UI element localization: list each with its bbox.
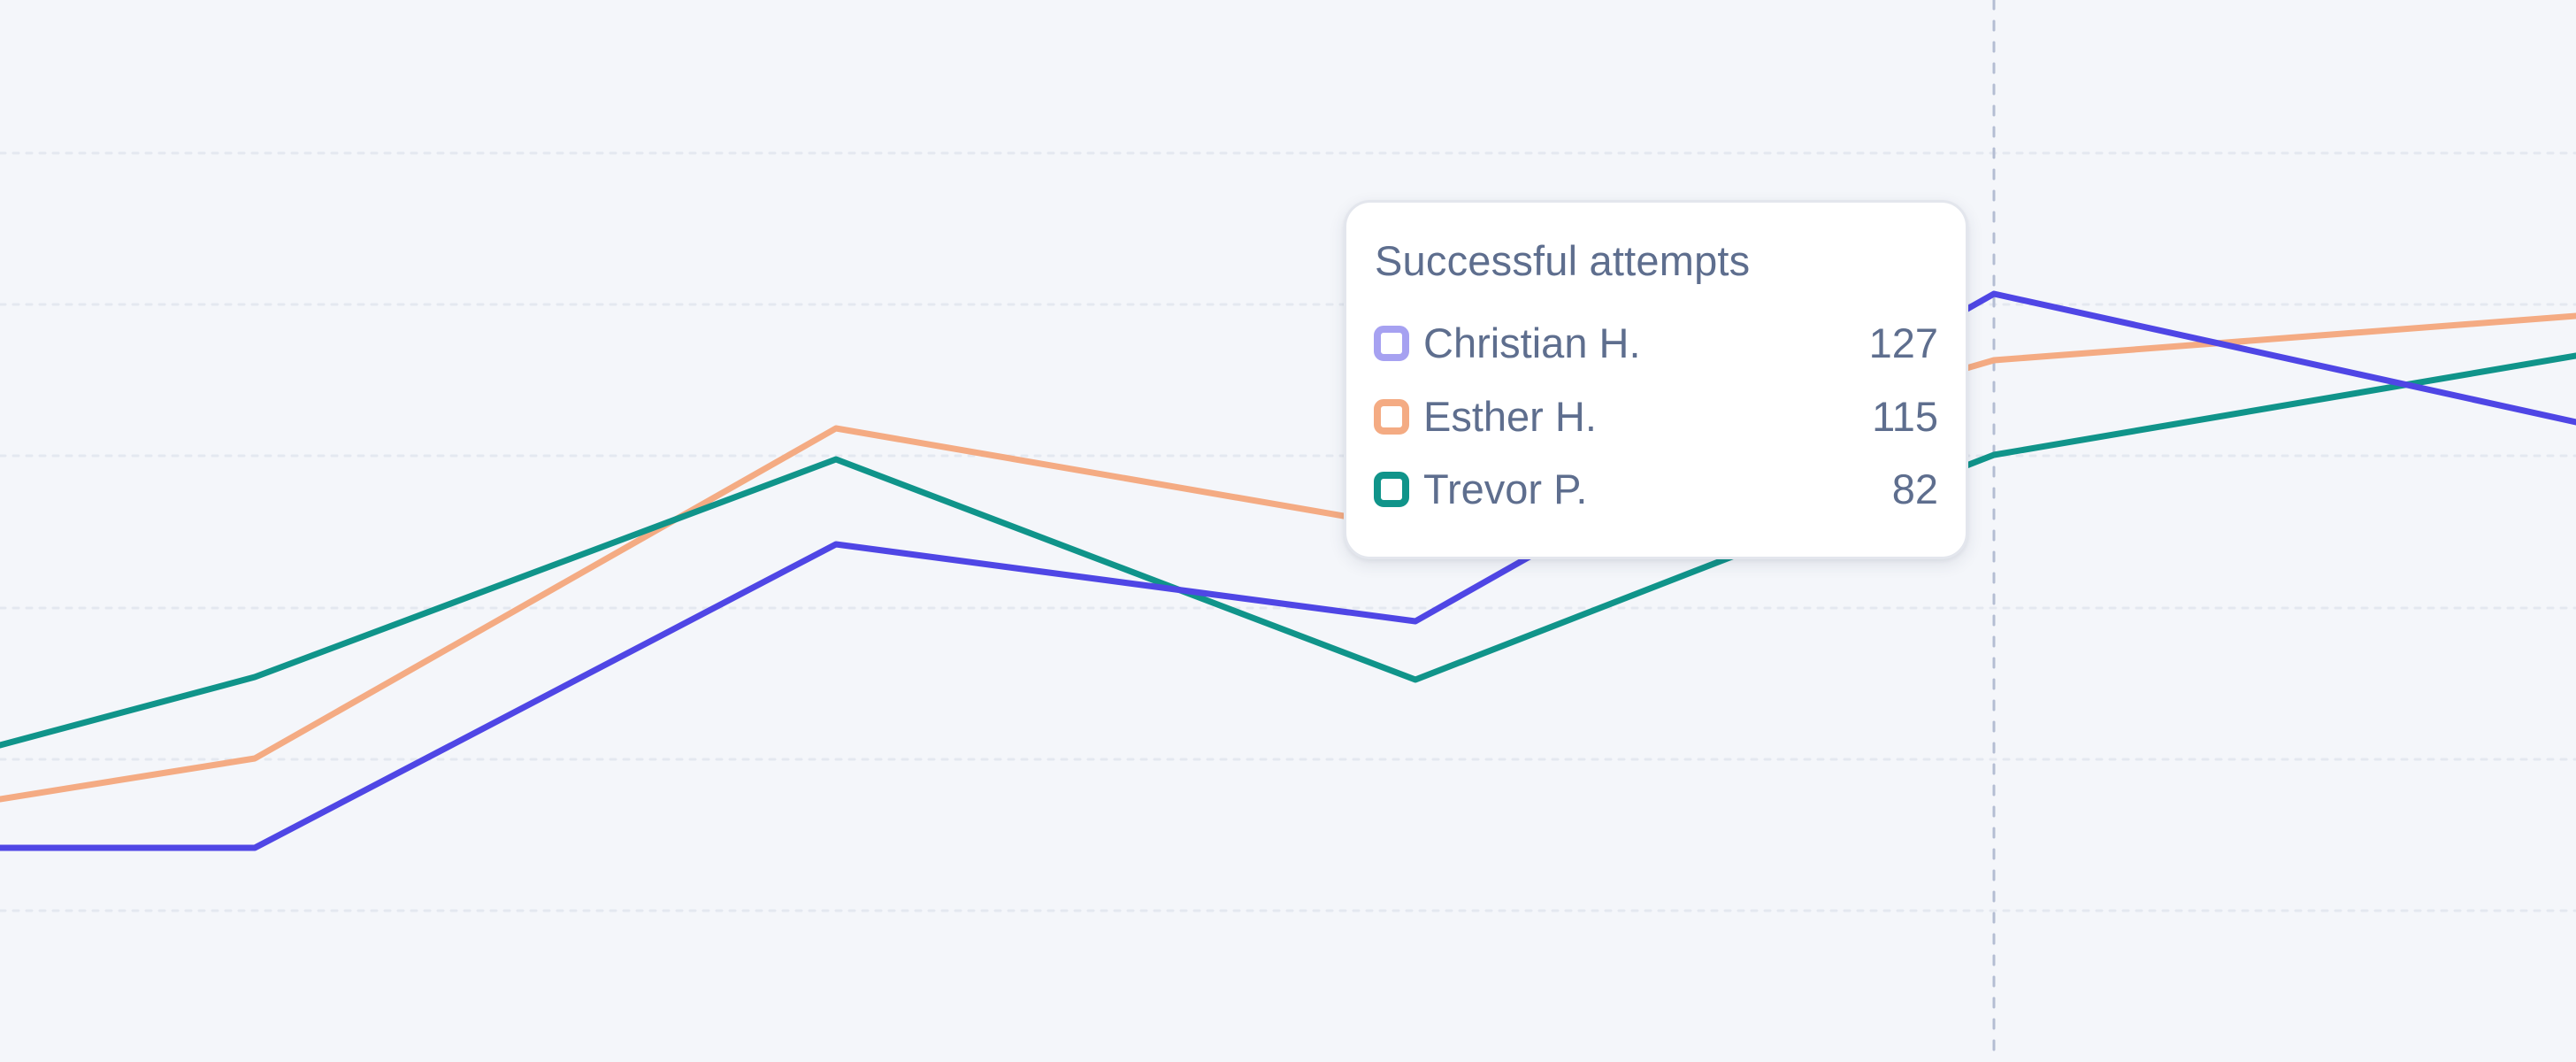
series-name: Christian H. — [1423, 319, 1641, 366]
series-line-christian-h[interactable] — [0, 290, 2576, 851]
tooltip-row-trevor: Trevor P. 82 — [1374, 465, 1938, 514]
series-name: Trevor P. — [1423, 466, 1588, 512]
series-name: Esther H. — [1423, 393, 1597, 440]
series-lines — [0, 290, 2576, 851]
series-line-esther-h[interactable] — [0, 312, 2576, 803]
series-line-trevor-p[interactable] — [0, 352, 2576, 749]
series-value: 127 — [1868, 319, 1938, 366]
series-value: 82 — [1891, 466, 1938, 512]
tooltip-row-esther: Esther H. 115 — [1374, 392, 1938, 442]
series-value: 115 — [1872, 393, 1938, 440]
tooltip-title: Successful attempts — [1375, 237, 1751, 284]
series-swatch-icon — [1374, 326, 1409, 361]
series-swatch-icon — [1374, 399, 1409, 435]
gridlines — [0, 151, 2576, 912]
tooltip: Successful attempts Christian H. 127 Est… — [1344, 200, 1968, 559]
series-swatch-icon — [1374, 472, 1409, 507]
tooltip-row-christian: Christian H. 127 — [1374, 319, 1938, 368]
